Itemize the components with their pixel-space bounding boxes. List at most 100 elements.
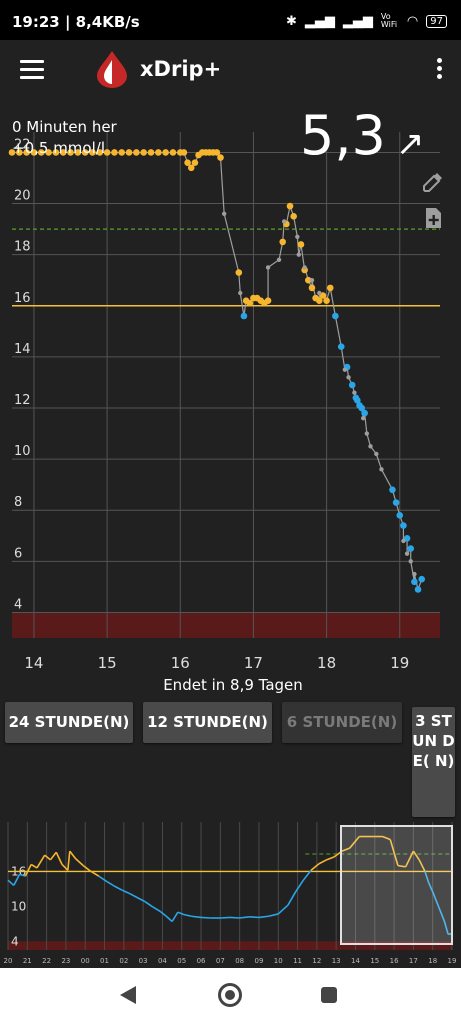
recent-apps-icon[interactable] — [321, 987, 337, 1003]
data-point — [361, 409, 368, 417]
data-point — [67, 149, 74, 156]
bg-chart[interactable]: 4 6 8 10 12 14 16 18 20 22 14 15 16 17 18 19 Endet in 8,… — [0, 102, 461, 702]
overview-trace-segment — [349, 836, 360, 849]
data-point — [337, 343, 345, 350]
data-point — [103, 149, 111, 156]
overview-x-tick-label: 04 — [158, 957, 167, 965]
overview-trace-segment — [437, 906, 446, 922]
data-point — [147, 149, 155, 156]
data-point — [169, 149, 177, 156]
y-tick-label: 12 — [14, 393, 31, 408]
overview-trace-segment — [318, 859, 327, 865]
more-vert-icon[interactable] — [437, 58, 443, 82]
overview-x-tick-label: 19 — [448, 957, 457, 965]
data-point — [162, 149, 169, 156]
overview-trace-segment — [67, 851, 71, 871]
trend-line — [12, 151, 423, 592]
data-point — [23, 149, 30, 156]
overview-trace-segment — [249, 916, 260, 919]
overview-trace-segment — [7, 879, 15, 887]
bluetooth-icon: ✱ — [286, 13, 297, 29]
data-point — [319, 292, 327, 299]
data-point — [52, 149, 60, 156]
overview-x-tick-label: 09 — [254, 957, 263, 965]
y-tick-label: 18 — [14, 240, 31, 255]
data-point — [217, 154, 224, 161]
overview-trace-segment — [106, 880, 115, 887]
data-point — [180, 149, 188, 156]
overview-trace-segment — [75, 858, 84, 867]
data-point — [265, 265, 271, 270]
overview-trace-segment — [144, 901, 154, 908]
data-point — [302, 265, 307, 270]
data-point — [191, 159, 199, 166]
overview-x-tick-label: 13 — [332, 957, 341, 965]
range-24h-button[interactable]: 24 STUNDE(N) — [5, 702, 133, 743]
app-title: xDrip+ — [140, 57, 222, 81]
data-point — [286, 202, 294, 210]
minutes-ago: 0 Minuten her — [12, 118, 117, 136]
data-point — [74, 149, 82, 156]
overview-chart[interactable]: 20 21 22 23 00 01 02 03 04 05 06 07 08 09 10 11 12 13 14 15… — [0, 818, 461, 968]
delta: +0,5 mmol/l — [12, 139, 105, 157]
overview-x-tick-label: 16 — [390, 957, 399, 965]
low-zone — [12, 612, 440, 638]
home-icon[interactable] — [218, 983, 242, 1007]
data-point — [111, 149, 118, 156]
note-add-icon[interactable] — [421, 206, 445, 230]
range-12h-button[interactable]: 12 STUNDE(N) — [143, 702, 272, 743]
data-point — [281, 219, 287, 224]
overview-x-tick-label: 06 — [197, 957, 206, 965]
data-point — [346, 375, 351, 380]
data-point — [140, 149, 147, 156]
overview-x-tick-label: 05 — [177, 957, 186, 965]
overview-trace-segment — [30, 863, 38, 869]
overview-trace-segment — [310, 863, 320, 871]
range-3h-button[interactable]: 3 ST UN DE( N) — [412, 707, 455, 817]
overview-trace-segment — [113, 885, 123, 891]
overview-trace-segment — [341, 847, 350, 852]
data-point — [305, 276, 312, 284]
overview-trace-segment — [165, 915, 173, 923]
app-bar: xDrip+ — [0, 40, 461, 102]
status-time: 19:23 | 8,4KB/s — [12, 13, 140, 31]
overview-trace-segment — [36, 854, 46, 869]
data-point — [396, 512, 404, 519]
data-point — [404, 551, 410, 556]
y-tick-label: 4 — [14, 597, 22, 612]
data-point — [309, 278, 315, 283]
menu-icon[interactable] — [20, 60, 44, 80]
overview-trace-segment — [136, 896, 146, 903]
data-point — [240, 312, 248, 320]
overview-trace-segment — [171, 911, 179, 922]
range-6h-button[interactable]: 6 STUNDE(N) — [282, 702, 402, 743]
data-point — [317, 290, 322, 296]
eyedropper-icon[interactable] — [421, 170, 445, 194]
overview-trace-segment — [13, 873, 21, 886]
overview-trace-segment — [69, 850, 77, 860]
data-point — [400, 522, 407, 529]
blood-drop-icon — [97, 51, 127, 88]
data-point — [81, 149, 89, 156]
system-nav-bar — [0, 968, 461, 1024]
y-tick-label: 8 — [14, 495, 22, 510]
overview-trace-segment — [191, 915, 202, 919]
overview-trace-segment — [220, 916, 231, 919]
overview-x-tick-label: 11 — [293, 957, 302, 965]
data-point — [16, 149, 23, 156]
y-tick-label: 14 — [14, 342, 31, 357]
data-point — [392, 499, 400, 506]
back-icon[interactable] — [120, 986, 136, 1004]
overview-x-tick-label: 08 — [235, 957, 244, 965]
reading-info: 0 Minuten her +0,5 mmol/l — [12, 117, 117, 159]
data-point — [403, 535, 411, 542]
x-tick-label: 16 — [171, 654, 190, 672]
data-point — [125, 149, 133, 156]
wifi-icon: ◠ — [406, 13, 419, 29]
data-point — [290, 213, 297, 220]
data-point — [59, 149, 67, 156]
status-icons: ✱ ▂▄▆ ▂▄▆ Vo WiFi ◠ 97 — [286, 13, 447, 29]
data-point — [411, 578, 418, 586]
overview-trace-segment — [258, 915, 269, 919]
x-tick-label: 17 — [244, 654, 263, 672]
